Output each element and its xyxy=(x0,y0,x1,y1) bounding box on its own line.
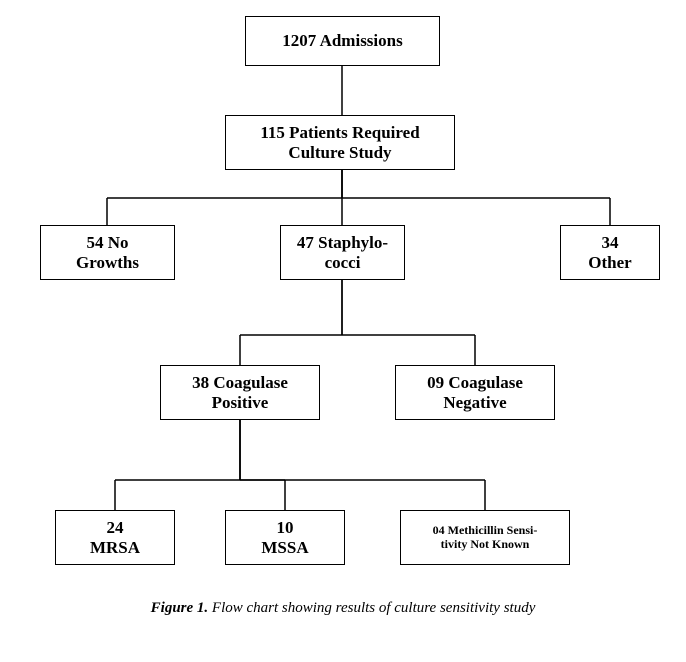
node-mrsa: 24MRSA xyxy=(55,510,175,565)
node-staphylo: 47 Staphylo-cocci xyxy=(280,225,405,280)
node-label: 04 Methicillin Sensi-tivity Not Known xyxy=(433,524,538,552)
node-label: 47 Staphylo-cocci xyxy=(297,233,388,272)
caption-bold: Figure 1. xyxy=(151,600,209,616)
node-coag-pos: 38 CoagulasePositive xyxy=(160,365,320,420)
node-admissions: 1207 Admissions xyxy=(245,16,440,66)
node-label: 10MSSA xyxy=(261,518,308,557)
node-label: 38 CoagulasePositive xyxy=(192,373,288,412)
node-coag-neg: 09 CoagulaseNegative xyxy=(395,365,555,420)
node-label: 54 NoGrowths xyxy=(76,233,139,272)
node-meth-unknown: 04 Methicillin Sensi-tivity Not Known xyxy=(400,510,570,565)
figure-caption: Figure 1. Flow chart showing results of … xyxy=(0,600,686,617)
node-label: 1207 Admissions xyxy=(282,31,402,51)
flowchart-canvas: 1207 Admissions 115 Patients RequiredCul… xyxy=(0,0,686,662)
node-label: 09 CoagulaseNegative xyxy=(427,373,523,412)
node-label: 34Other xyxy=(588,233,631,272)
node-other: 34Other xyxy=(560,225,660,280)
node-label: 115 Patients RequiredCulture Study xyxy=(260,123,419,162)
node-label: 24MRSA xyxy=(90,518,140,557)
caption-rest: Flow chart showing results of culture se… xyxy=(212,600,535,616)
node-no-growths: 54 NoGrowths xyxy=(40,225,175,280)
node-mssa: 10MSSA xyxy=(225,510,345,565)
node-patients: 115 Patients RequiredCulture Study xyxy=(225,115,455,170)
